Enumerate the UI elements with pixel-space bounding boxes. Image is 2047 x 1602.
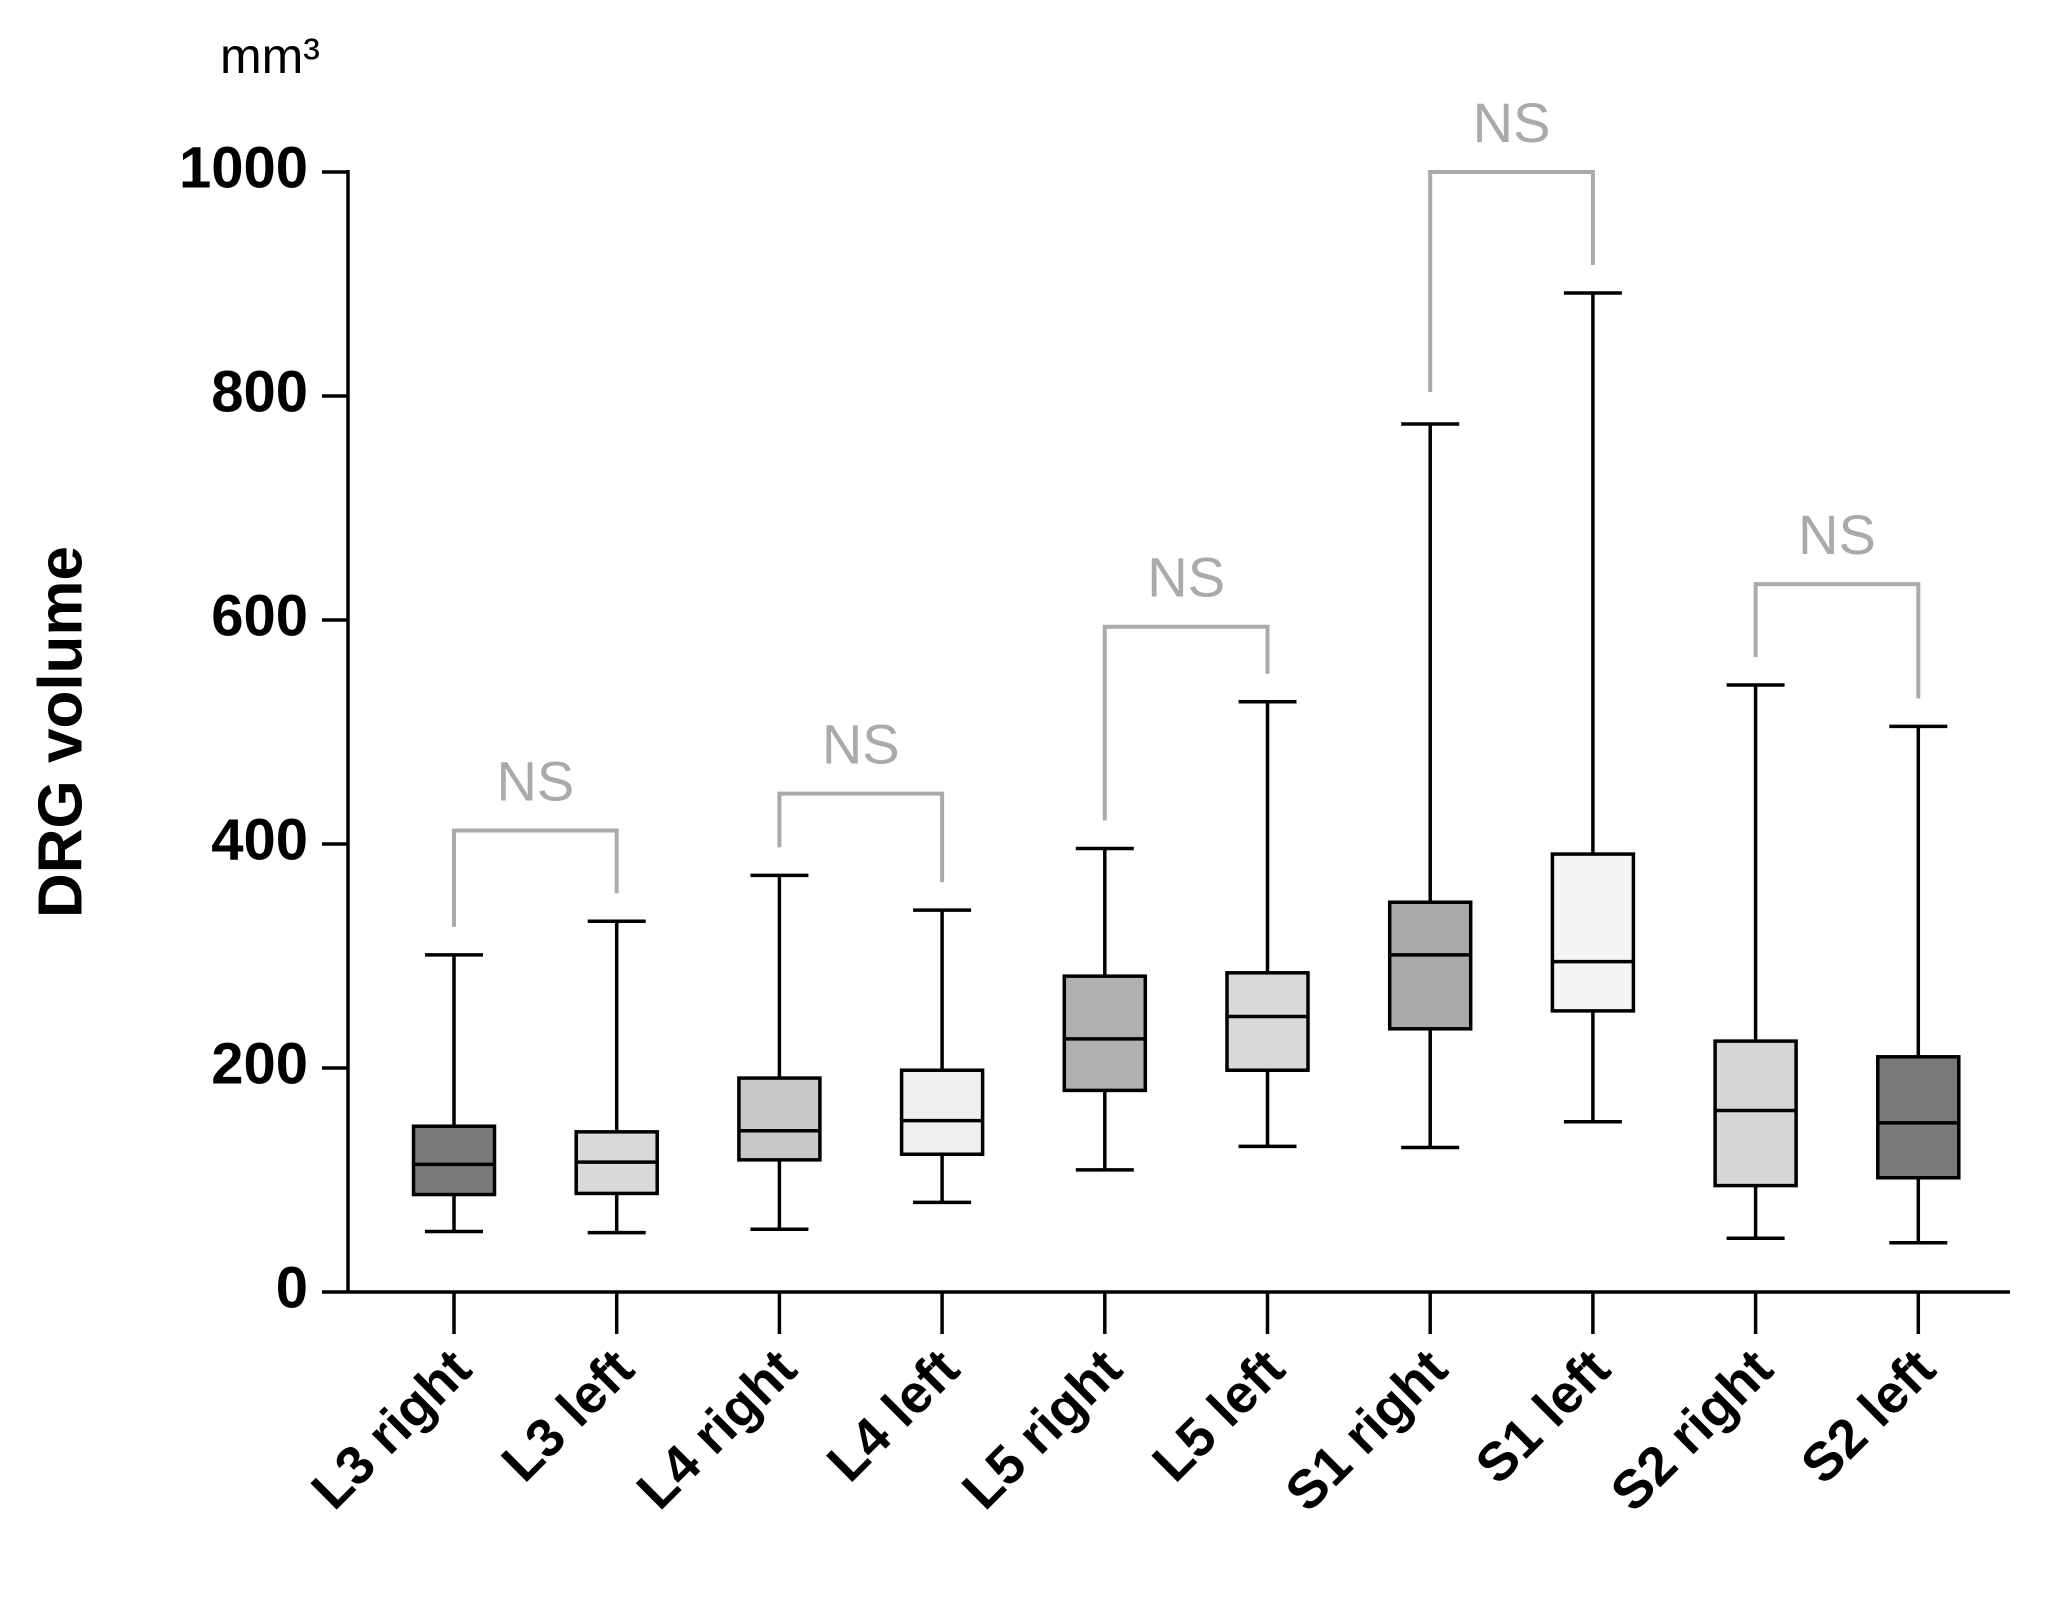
x-tick-label: L4 left	[816, 1338, 971, 1493]
comparison-bracket	[1102, 624, 1270, 821]
comparison-label: NS	[1798, 503, 1876, 566]
box	[1876, 1055, 1961, 1180]
y-tick-label: 600	[211, 583, 308, 648]
x-tick-label: L5 left	[1141, 1338, 1296, 1493]
y-tick-label: 1000	[179, 135, 308, 200]
box	[411, 1124, 497, 1197]
y-tick-label: 0	[276, 1255, 308, 1320]
y-tick-label: 400	[211, 807, 308, 872]
comparison-bracket	[1428, 170, 1595, 392]
x-tick-label: S2 left	[1790, 1338, 1947, 1495]
x-tick-label: L3 left	[490, 1338, 645, 1493]
y-axis-title: DRG volume	[26, 546, 95, 918]
box	[1550, 852, 1636, 1013]
box	[1387, 900, 1473, 1031]
x-tick-label: S1 right	[1274, 1338, 1459, 1523]
comparison-bracket	[777, 791, 945, 883]
comparison-bracket	[1753, 582, 1921, 699]
comparison-label: NS	[1473, 91, 1551, 154]
y-tick-label: 200	[211, 1031, 308, 1096]
x-tick-label: L5 right	[951, 1338, 1133, 1520]
x-tick-label: L4 right	[626, 1338, 808, 1520]
x-tick-label: S2 right	[1600, 1338, 1785, 1523]
unit-label: mm³	[220, 28, 320, 84]
box	[1062, 974, 1148, 1093]
box	[737, 1076, 822, 1162]
x-tick-label: S1 left	[1464, 1338, 1621, 1495]
y-tick-label: 800	[211, 359, 308, 424]
comparison-label: NS	[1147, 546, 1225, 609]
box	[1713, 1039, 1798, 1188]
comparison-label: NS	[496, 749, 574, 812]
x-tick-label: L3 right	[300, 1338, 482, 1520]
box	[899, 1068, 985, 1156]
comparison-label: NS	[822, 712, 900, 775]
box	[1225, 971, 1310, 1072]
comparison-bracket	[452, 828, 619, 927]
